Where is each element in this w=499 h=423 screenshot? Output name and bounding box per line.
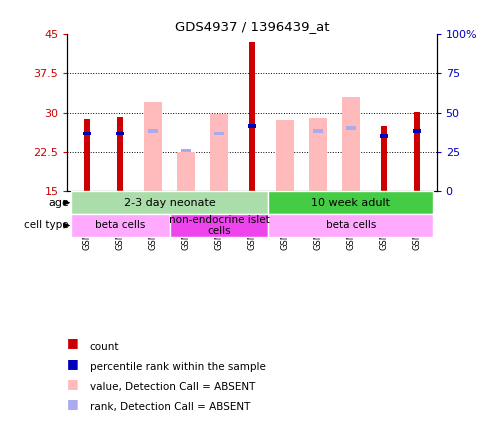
Text: ■: ■	[67, 336, 79, 349]
Text: 2-3 day neonate: 2-3 day neonate	[124, 198, 216, 208]
Bar	[346, 126, 356, 130]
Bar	[117, 117, 123, 191]
Text: percentile rank within the sample: percentile rank within the sample	[90, 362, 265, 372]
Bar	[342, 97, 360, 191]
Bar	[84, 119, 90, 191]
Title: GDS4937 / 1396439_at: GDS4937 / 1396439_at	[175, 20, 329, 33]
Text: ■: ■	[67, 397, 79, 410]
Text: value, Detection Call = ABSENT: value, Detection Call = ABSENT	[90, 382, 255, 392]
Text: ■: ■	[67, 377, 79, 390]
Bar	[268, 191, 433, 214]
Bar	[177, 152, 195, 191]
Text: count: count	[90, 341, 119, 352]
Text: 10 week adult: 10 week adult	[311, 198, 390, 208]
Bar	[268, 214, 433, 237]
Bar	[248, 124, 256, 127]
Bar	[181, 148, 191, 152]
Bar	[71, 214, 170, 237]
Bar	[309, 118, 327, 191]
Bar	[83, 132, 91, 135]
Bar	[276, 121, 294, 191]
Text: rank, Detection Call = ABSENT: rank, Detection Call = ABSENT	[90, 402, 250, 412]
Bar	[210, 114, 228, 191]
Text: ■: ■	[67, 357, 79, 370]
Bar	[214, 132, 225, 135]
Bar	[249, 42, 255, 191]
Bar	[71, 191, 268, 214]
Text: non-endocrine islet
cells: non-endocrine islet cells	[169, 215, 269, 236]
Bar	[148, 129, 158, 133]
Bar	[116, 132, 124, 135]
Text: cell type: cell type	[24, 220, 69, 231]
Bar	[380, 135, 388, 138]
Text: beta cells: beta cells	[326, 220, 376, 231]
Text: beta cells: beta cells	[95, 220, 145, 231]
Bar	[170, 214, 268, 237]
Bar	[413, 129, 421, 133]
Text: age: age	[48, 198, 69, 208]
Bar	[414, 112, 420, 191]
Bar	[381, 126, 387, 191]
Bar	[313, 129, 323, 133]
Bar	[144, 102, 162, 191]
